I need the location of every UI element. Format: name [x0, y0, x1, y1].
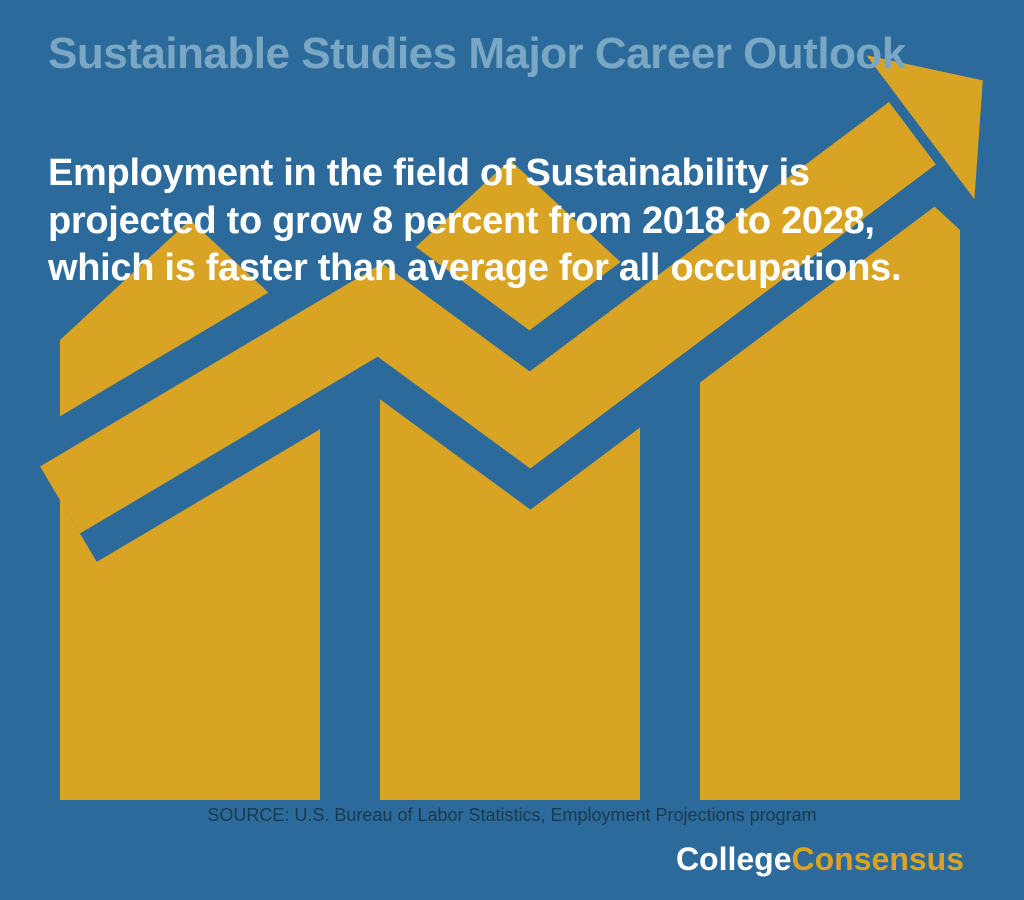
page-title: Sustainable Studies Major Career Outlook — [48, 30, 976, 78]
description-text: Employment in the field of Sustainabilit… — [48, 150, 976, 293]
brand-logo: CollegeConsensus — [676, 841, 964, 878]
logo-part-2: Consensus — [792, 841, 964, 877]
logo-part-1: College — [676, 841, 792, 877]
growth-chart-icon — [0, 0, 1024, 900]
source-citation: SOURCE: U.S. Bureau of Labor Statistics,… — [0, 805, 1024, 826]
infographic-canvas: Sustainable Studies Major Career Outlook… — [0, 0, 1024, 900]
